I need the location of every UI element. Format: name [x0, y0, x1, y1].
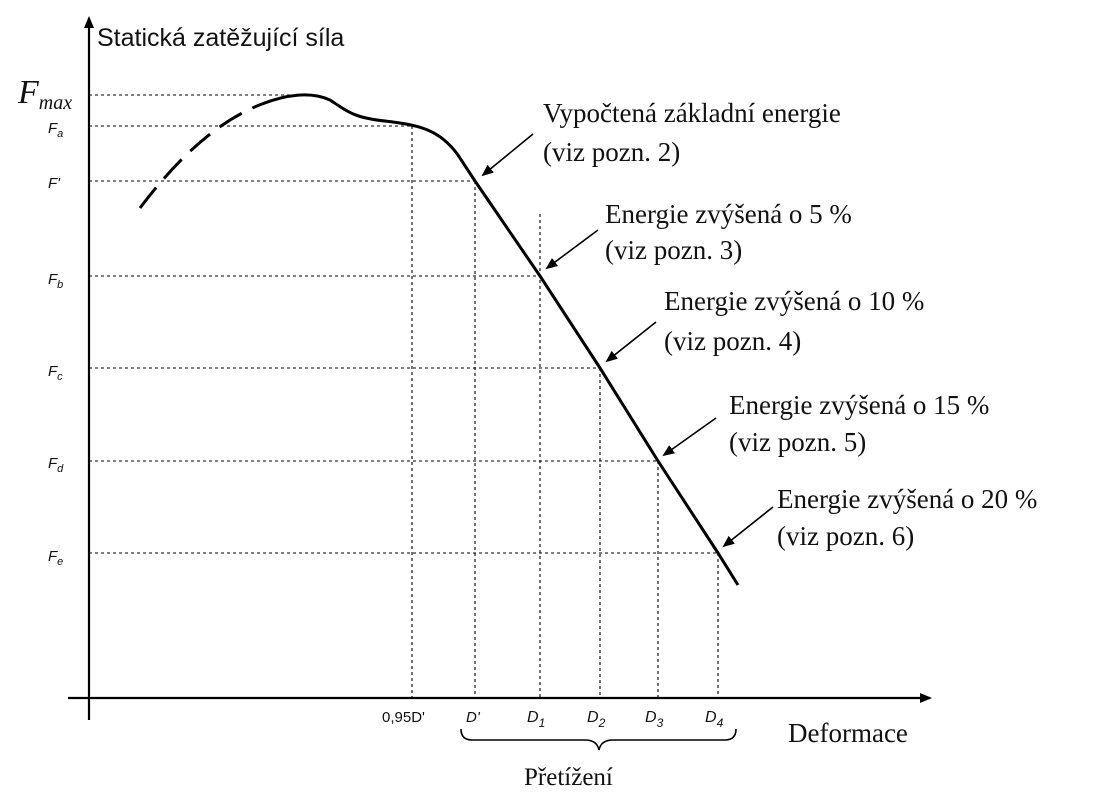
arrow-base-energy [481, 133, 534, 177]
label-fa: Fa [48, 120, 63, 140]
label-fmax: Fmax [17, 74, 72, 114]
arrow-energy-10 [605, 321, 657, 363]
force-curve-dashed-start [138, 102, 263, 209]
label-fc: Fc [48, 363, 63, 383]
label-d1: D1 [527, 709, 545, 730]
force-curve [261, 93, 740, 586]
label-dprime: D' [466, 709, 481, 726]
annotation-base-energy: Vypočtená základní energie (viz pozn. 2) [543, 98, 848, 167]
overload-label: Přetížení [524, 764, 613, 791]
label-fprime: F' [48, 175, 61, 192]
arrow-energy-5 [545, 229, 599, 270]
label-fb: Fb [48, 271, 63, 291]
y-axis-title: Statická zatěžující síla [97, 24, 344, 52]
label-d3: D3 [645, 709, 664, 730]
arrow-energy-20 [722, 506, 774, 548]
annotation-energy-5: Energie zvýšená o 5 % (viz pozn. 3) [605, 199, 859, 265]
annotation-energy-15: Energie zvýšená o 15 % (viz pozn. 5) [729, 390, 996, 457]
arrow-energy-15 [662, 417, 717, 457]
label-fe: Fe [48, 548, 63, 568]
x-axis-title: Deformace [788, 718, 908, 748]
overload-brace [460, 728, 737, 751]
annotation-energy-10: Energie zvýšená o 10 % (viz pozn. 4) [664, 286, 931, 356]
label-fd: Fd [48, 455, 64, 475]
annotation-energy-20: Energie zvýšená o 20 % (viz pozn. 6) [777, 484, 1044, 551]
label-d4: D4 [705, 709, 724, 730]
label-d2: D2 [587, 709, 606, 730]
label-d095: 0,95D' [382, 709, 425, 726]
